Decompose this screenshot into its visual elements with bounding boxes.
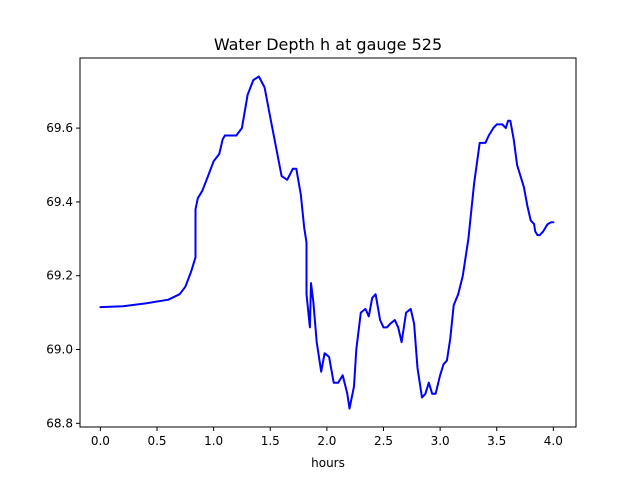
x-tick-label: 3.5 [487, 434, 506, 448]
water-depth-line [99, 75, 555, 410]
y-tick-label: 68.8 [46, 416, 73, 430]
y-tick-label: 69.4 [46, 195, 73, 209]
x-tick-label: 1.5 [261, 434, 280, 448]
x-tick-label: 3.0 [431, 434, 450, 448]
x-tick-label: 1.0 [204, 434, 223, 448]
x-tick-label: 4.0 [544, 434, 563, 448]
x-tick-label: 2.0 [317, 434, 336, 448]
y-tick-label: 69.0 [46, 343, 73, 357]
plot-frame [79, 57, 577, 428]
x-axis-label: hours [311, 456, 345, 470]
x-tick-label: 0.5 [147, 434, 166, 448]
x-tick-label: 0.0 [91, 434, 110, 448]
y-tick-label: 69.6 [46, 121, 73, 135]
y-tick-label: 69.2 [46, 269, 73, 283]
series-group [99, 75, 555, 410]
axis-ticks: 0.0 0.5 1.0 1.5 2.0 2.5 3.0 3.5 4.0 68.8 69.0 69.2 6… [46, 121, 563, 448]
x-tick-label: 2.5 [374, 434, 393, 448]
chart-title: Water Depth h at gauge 525 [214, 35, 442, 54]
